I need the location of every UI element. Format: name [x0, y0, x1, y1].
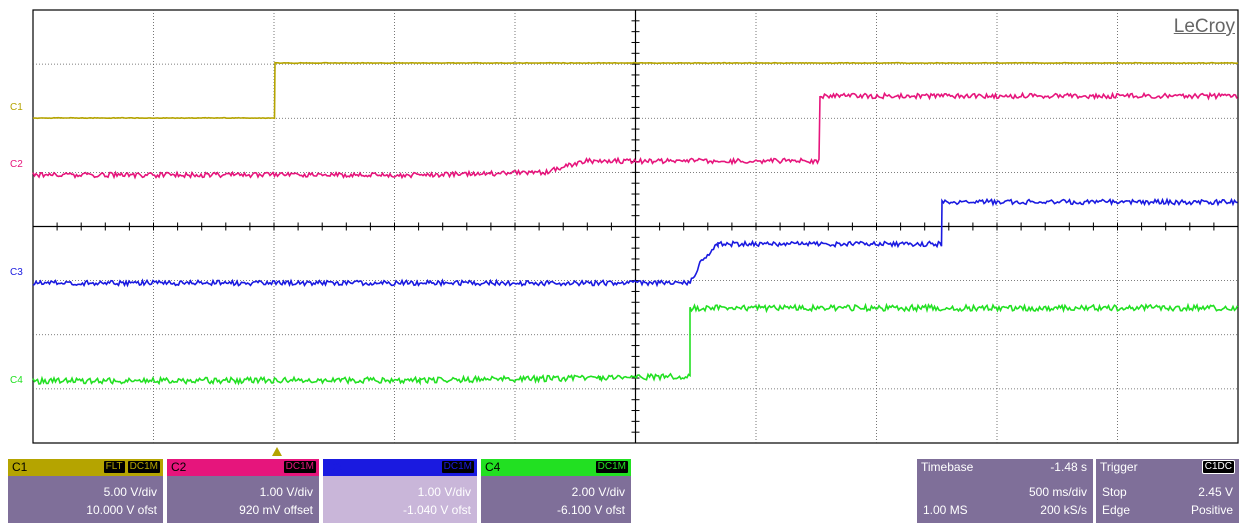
trace-label-c1: C1 — [10, 102, 23, 113]
trigger-source-badge: C1DC — [1202, 460, 1235, 474]
trigger-type: Edge — [1102, 503, 1130, 517]
coupling-badge: DC1M — [441, 460, 475, 474]
timebase-label: Timebase — [921, 460, 973, 474]
volts-per-div: 1.00 V/div — [418, 485, 471, 499]
trigger-label: Trigger — [1100, 460, 1138, 474]
channel-offset: -6.100 V ofst — [557, 503, 625, 517]
channel-panel-c4[interactable]: C4 DC1M 2.00 V/div -6.100 V ofst — [481, 459, 631, 523]
trigger-panel[interactable]: Trigger C1DC Stop 2.45 V Edge Positive — [1096, 459, 1239, 523]
channel-name: C1 — [12, 460, 27, 474]
volts-per-div: 2.00 V/div — [572, 485, 625, 499]
trigger-slope: Positive — [1191, 503, 1233, 517]
trigger-mode: Stop — [1102, 485, 1127, 499]
trigger-level: 2.45 V — [1198, 485, 1233, 499]
channel-panel-c1[interactable]: C1 FLT DC1M 5.00 V/div 10.000 V ofst — [8, 459, 163, 523]
volts-per-div: 1.00 V/div — [260, 485, 313, 499]
channel-offset: 10.000 V ofst — [86, 503, 157, 517]
coupling-badge: DC1M — [127, 460, 161, 474]
lecroy-logo: LeCroy — [1174, 16, 1235, 38]
channel-panel-c2[interactable]: C2 DC1M 1.00 V/div 920 mV offset — [167, 459, 319, 523]
channel-name: C4 — [485, 460, 500, 474]
channel-panel-c3[interactable]: C3 DC1M 1.00 V/div -1.040 V ofst — [323, 459, 477, 523]
channel-offset: 920 mV offset — [239, 503, 313, 517]
volts-per-div: 5.00 V/div — [104, 485, 157, 499]
sample-rate: 200 kS/s — [1040, 503, 1087, 517]
coupling-badge: DC1M — [283, 460, 317, 474]
trace-label-c3: C3 — [10, 267, 23, 278]
trace-label-c2: C2 — [10, 159, 23, 170]
coupling-badge: FLT — [103, 460, 126, 474]
time-per-div: 500 ms/div — [1029, 485, 1087, 499]
scope-screen: C1 C2 C3 C4 — [0, 0, 1241, 445]
channel-offset: -1.040 V ofst — [403, 503, 471, 517]
channel-name: C3 — [327, 460, 342, 474]
timebase-delay: -1.48 s — [1050, 460, 1087, 474]
timebase-panel[interactable]: Timebase -1.48 s 500 ms/div 1.00 MS 200 … — [917, 459, 1093, 523]
channel-name: C2 — [171, 460, 186, 474]
trigger-position-marker[interactable] — [272, 447, 282, 456]
sample-count: 1.00 MS — [923, 503, 968, 517]
coupling-badge: DC1M — [595, 460, 629, 474]
trace-label-c4: C4 — [10, 375, 23, 386]
